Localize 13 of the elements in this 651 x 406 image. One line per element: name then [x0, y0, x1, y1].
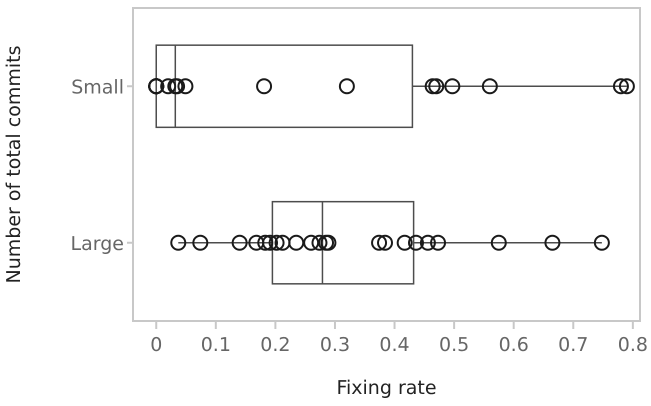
x-tick-label: 0.7	[558, 334, 588, 356]
x-tick-label: 0.8	[618, 334, 648, 356]
x-tick-label: 0.4	[379, 334, 410, 356]
x-axis-title: Fixing rate	[336, 377, 437, 399]
y-tick-label: Small	[71, 76, 124, 98]
x-tick-label: 0	[150, 334, 162, 356]
x-tick-label: 0.6	[498, 334, 529, 356]
x-tick-label: 0.5	[439, 334, 470, 356]
y-tick-label: Large	[70, 232, 124, 255]
x-tick-label: 0.1	[200, 334, 231, 356]
x-tick-label: 0.3	[320, 334, 350, 356]
x-tick-label: 0.2	[260, 334, 290, 356]
y-axis-title: Number of total commits	[3, 46, 25, 284]
